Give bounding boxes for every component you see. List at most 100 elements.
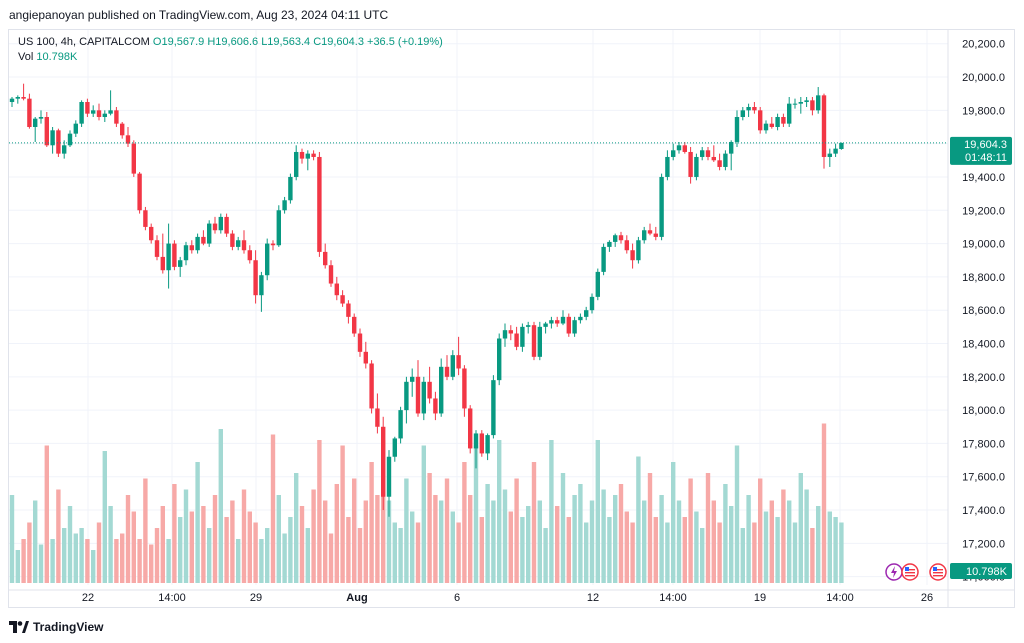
volume-bar xyxy=(154,528,160,583)
volume-bar xyxy=(120,533,125,583)
volume-bar xyxy=(21,539,26,583)
candle-body xyxy=(85,102,90,114)
candle-body xyxy=(508,330,513,334)
candle-body xyxy=(421,381,426,414)
candle-body xyxy=(839,142,844,149)
volume-bar xyxy=(775,517,780,583)
tradingview-footer[interactable]: TradingView xyxy=(9,620,103,634)
volume-bar xyxy=(357,528,363,583)
volume-bar xyxy=(160,506,165,583)
volume-badge-value: 10.798K xyxy=(966,566,1008,578)
volume-bar xyxy=(317,440,322,583)
volume-bar xyxy=(642,500,647,583)
price-badge-value: 19,604.3 xyxy=(964,139,1007,151)
candle-body xyxy=(572,320,577,334)
volume-bar xyxy=(178,517,183,583)
candle-body xyxy=(410,376,415,382)
candle-body xyxy=(212,223,218,231)
candle-body xyxy=(659,176,664,237)
candle-body xyxy=(647,230,653,234)
volume-bar xyxy=(218,429,223,583)
volume-bar xyxy=(578,484,583,583)
candle-body xyxy=(259,275,264,296)
candle-body xyxy=(236,240,241,247)
volume-bar xyxy=(682,517,687,583)
candle-body xyxy=(346,303,351,317)
candle-body xyxy=(711,156,716,161)
candle-body xyxy=(352,316,357,334)
candle-body xyxy=(827,153,832,157)
x-tick-label: 29 xyxy=(250,592,262,604)
volume-bar xyxy=(311,489,316,583)
candle-body xyxy=(775,116,780,127)
volume-bar xyxy=(189,511,194,583)
change-value: +36.5 (+0.19%) xyxy=(367,36,443,48)
candle-body xyxy=(21,97,26,99)
candle-body xyxy=(91,110,96,114)
candle-body xyxy=(705,150,711,157)
volume-bar xyxy=(236,539,241,583)
candle-body xyxy=(560,316,566,324)
candle-body xyxy=(781,116,786,124)
volume-bar xyxy=(595,440,600,583)
volume-bar xyxy=(323,500,328,583)
flag-stripe xyxy=(905,572,915,574)
candle-body xyxy=(241,240,247,251)
candle-body xyxy=(444,366,450,377)
flag-stripe xyxy=(933,572,943,574)
candle-body xyxy=(636,240,641,261)
candle-body xyxy=(717,160,722,167)
volume-bar xyxy=(613,495,618,583)
volume-bar xyxy=(328,533,334,583)
tradingview-logo-icon xyxy=(9,621,29,633)
volume-bar xyxy=(734,445,740,583)
candle-body xyxy=(624,240,629,251)
volume-bar xyxy=(729,506,734,583)
candle-body xyxy=(798,102,803,104)
volume-bar xyxy=(15,550,20,583)
candle-body xyxy=(404,381,409,411)
candle-body xyxy=(56,130,61,154)
volume-bar xyxy=(676,500,682,583)
volume-bar xyxy=(711,500,716,583)
volume-bar xyxy=(363,500,368,583)
candle-body xyxy=(456,355,461,369)
volume-bar xyxy=(468,495,473,583)
volume-bar xyxy=(740,528,745,583)
volume-bar xyxy=(270,434,276,583)
volume-bar xyxy=(607,517,612,583)
lightning-event-glyph xyxy=(891,566,897,578)
volume-bar xyxy=(67,506,73,583)
volume-bar xyxy=(282,533,287,583)
x-tick-label: 14:00 xyxy=(158,592,186,604)
y-tick-label: 17,600.0 xyxy=(962,472,1005,484)
candle-body xyxy=(38,116,44,119)
volume-bar xyxy=(444,478,450,583)
volume-bar xyxy=(601,489,606,583)
candle-body xyxy=(462,368,467,409)
candle-body xyxy=(224,216,229,234)
volume-bar xyxy=(758,478,763,583)
volume-bar xyxy=(630,522,635,583)
candle-body xyxy=(357,333,363,352)
volume-bar xyxy=(305,528,310,583)
chart-legend: US 100, 4h, CAPITALCOM O19,567.9 H19,606… xyxy=(18,35,443,65)
candle-body xyxy=(450,355,455,377)
low-value: L19,563.4 xyxy=(261,36,311,48)
volume-bar xyxy=(96,522,102,583)
x-tick-label: 6 xyxy=(454,592,460,604)
volume-bar xyxy=(700,528,705,583)
volume-bar xyxy=(763,511,769,583)
volume-bar xyxy=(508,511,513,583)
volume-bar xyxy=(543,528,548,583)
volume-bar xyxy=(839,522,844,583)
volume-bar xyxy=(833,517,838,583)
candle-body xyxy=(589,296,595,311)
x-tick-label: Aug xyxy=(346,592,367,604)
candle-body xyxy=(653,233,658,237)
candle-body xyxy=(299,151,305,159)
candle-body xyxy=(520,326,525,347)
volume-bar xyxy=(375,495,380,583)
volume-bar xyxy=(91,550,96,583)
